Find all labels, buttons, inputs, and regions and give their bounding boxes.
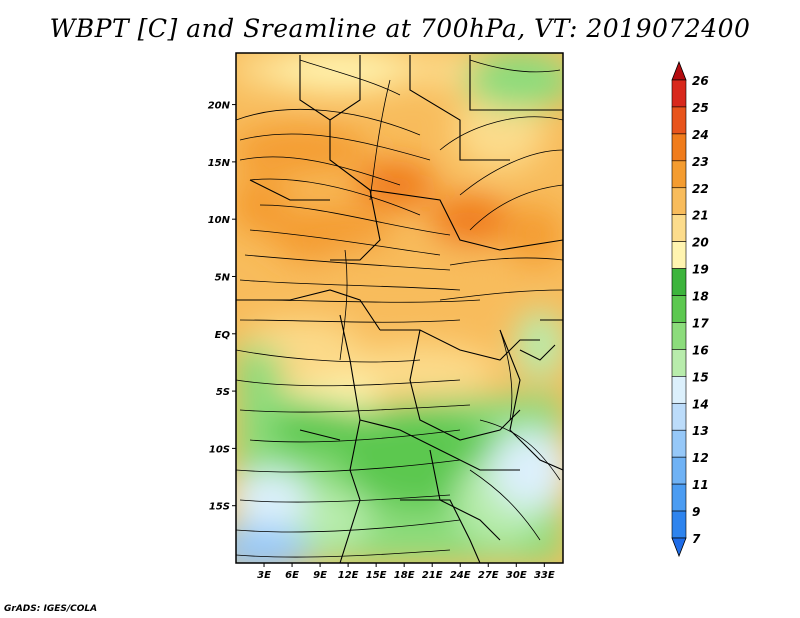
colorbar-swatch bbox=[671, 241, 687, 269]
wbpt-shading bbox=[236, 53, 563, 563]
footer-credit: GrADS: IGES/COLA bbox=[4, 604, 98, 614]
colorbar-swatch bbox=[671, 79, 687, 108]
lon-tick-label: 24E bbox=[450, 570, 471, 581]
lat-tick-label: 15N bbox=[208, 158, 231, 169]
colorbar-label: 21 bbox=[692, 209, 709, 223]
lon-tick-label: 9E bbox=[313, 570, 327, 581]
lon-tick-label: 15E bbox=[366, 570, 387, 581]
lon-tick-label: 21E bbox=[422, 570, 443, 581]
map-frame bbox=[235, 52, 564, 564]
colorbar-swatch bbox=[671, 429, 687, 458]
colorbar-swatch bbox=[671, 376, 687, 404]
lat-tick-label: 10N bbox=[208, 215, 231, 226]
lon-tick-label: 6E bbox=[285, 570, 299, 581]
colorbar-swatch bbox=[671, 268, 687, 296]
colorbar-swatch bbox=[671, 402, 687, 431]
colorbar-label: 16 bbox=[692, 343, 709, 357]
colorbar-swatch bbox=[671, 106, 687, 135]
lat-tick-label: 20N bbox=[208, 101, 231, 112]
lat-tick-label: 5N bbox=[215, 272, 231, 283]
lon-tick-label: 18E bbox=[394, 570, 415, 581]
colorbar-swatch bbox=[671, 160, 687, 189]
colorbar-swatch bbox=[671, 510, 687, 539]
colorbar-label: 22 bbox=[692, 182, 709, 196]
colorbar-bottom-arrow bbox=[671, 537, 687, 558]
map-title: WBPT [C] and Sreamline at 700hPa, VT: 20… bbox=[49, 14, 751, 43]
colorbar-swatch bbox=[671, 349, 687, 377]
lat-tick-label: 10S bbox=[209, 444, 230, 455]
country-borders bbox=[236, 55, 563, 563]
colorbar-label: 9 bbox=[692, 505, 700, 519]
colorbar-label: 12 bbox=[692, 451, 709, 465]
colorbar-label: 13 bbox=[692, 424, 709, 438]
colorbar-label: 11 bbox=[692, 478, 709, 492]
lon-tick-label: 12E bbox=[338, 570, 359, 581]
colorbar-label: 18 bbox=[692, 290, 709, 304]
lon-tick-label: 3E bbox=[257, 570, 271, 581]
colorbar-swatch bbox=[671, 133, 687, 162]
colorbar-label: 7 bbox=[692, 532, 701, 546]
colorbar-swatch bbox=[671, 483, 687, 512]
colorbar: 26 25 24 23 22 21 20 19 18 17 16 15 14 13 12 11 9 7 bbox=[671, 60, 709, 558]
colorbar-label: 17 bbox=[692, 316, 709, 330]
colorbar-label: 15 bbox=[692, 370, 709, 384]
lat-tick-label: 5S bbox=[216, 387, 230, 398]
colorbar-label: 23 bbox=[692, 155, 709, 169]
lon-tick-label: 27E bbox=[478, 570, 499, 581]
colorbar-label: 25 bbox=[692, 101, 709, 115]
colorbar-swatch bbox=[671, 322, 687, 350]
colorbar-label: 14 bbox=[692, 397, 709, 411]
colorbar-swatch bbox=[671, 187, 687, 216]
lon-tick-label: 30E bbox=[506, 570, 527, 581]
colorbar-swatch bbox=[671, 456, 687, 485]
colorbar-label: 24 bbox=[692, 128, 709, 142]
colorbar-swatch bbox=[671, 295, 687, 323]
colorbar-top-arrow bbox=[671, 60, 687, 81]
colorbar-label: 19 bbox=[692, 263, 709, 277]
lon-axis: 3E 6E 9E 12E 15E 18E 21E 24E 27E 30E 33E bbox=[257, 563, 555, 581]
colorbar-label: 20 bbox=[692, 236, 709, 250]
colorbar-label: 26 bbox=[692, 74, 709, 88]
lat-tick-label: 15S bbox=[209, 502, 230, 513]
lon-tick-label: 33E bbox=[534, 570, 555, 581]
colorbar-swatch bbox=[671, 214, 687, 242]
lat-axis: 20N 15N 10N 5N EQ 5S 10S 15S bbox=[208, 101, 236, 513]
lat-tick-label: EQ bbox=[215, 330, 231, 341]
